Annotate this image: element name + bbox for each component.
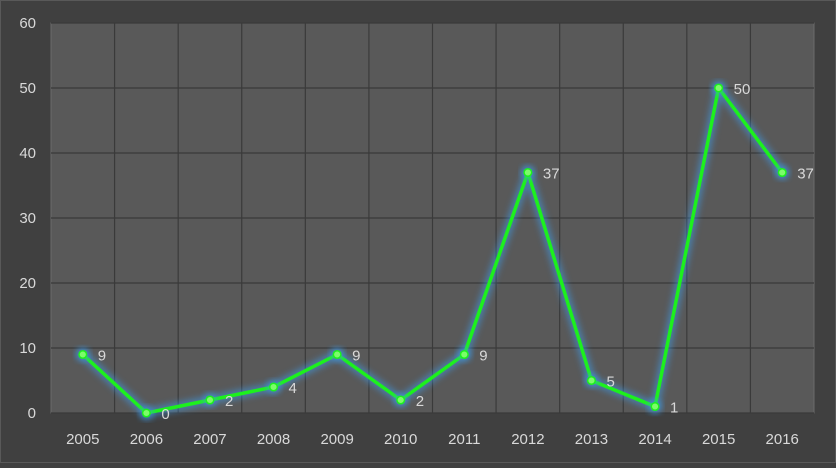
- data-label: 37: [797, 166, 814, 183]
- x-tick-label: 2007: [193, 431, 226, 448]
- series-line: [81, 86, 784, 415]
- y-tick-label: 0: [28, 405, 36, 422]
- x-tick-label: 2013: [575, 431, 608, 448]
- y-tick-label: 50: [19, 80, 36, 97]
- data-label: 37: [543, 166, 560, 183]
- data-label: 1: [670, 400, 678, 417]
- data-point: [205, 395, 215, 405]
- y-tick-label: 30: [19, 210, 36, 227]
- y-tick-label: 40: [19, 145, 36, 162]
- data-label: 5: [606, 374, 614, 391]
- data-label: 4: [289, 380, 297, 397]
- y-tick-label: 10: [19, 340, 36, 357]
- y-tick-label: 20: [19, 275, 36, 292]
- data-label: 2: [416, 393, 424, 410]
- data-label: 0: [161, 406, 169, 423]
- x-tick-label: 2005: [66, 431, 99, 448]
- data-label: 9: [479, 348, 487, 365]
- data-label: 9: [98, 348, 106, 365]
- x-tick-label: 2016: [766, 431, 799, 448]
- data-point: [268, 382, 279, 392]
- data-label: 9: [352, 348, 360, 365]
- data-point: [586, 375, 597, 386]
- x-tick-label: 2009: [320, 431, 353, 448]
- data-point: [78, 349, 88, 360]
- data-label: 2: [225, 393, 233, 410]
- x-tick-label: 2008: [257, 431, 290, 448]
- x-tick-label: 2015: [702, 431, 735, 448]
- data-point: [650, 401, 660, 412]
- data-point: [141, 408, 151, 418]
- data-label: 50: [734, 81, 751, 98]
- data-point: [459, 349, 469, 360]
- x-tick-label: 2010: [384, 431, 417, 448]
- x-tick-label: 2006: [130, 431, 163, 448]
- x-tick-label: 2011: [448, 431, 480, 448]
- data-point: [714, 83, 724, 93]
- data-point: [523, 167, 533, 178]
- x-tick-label: 2012: [511, 431, 544, 448]
- data-point: [777, 167, 787, 178]
- x-tick-label: 2014: [638, 431, 671, 448]
- data-point: [332, 349, 342, 360]
- data-point: [396, 395, 406, 405]
- y-tick-label: 60: [19, 15, 36, 32]
